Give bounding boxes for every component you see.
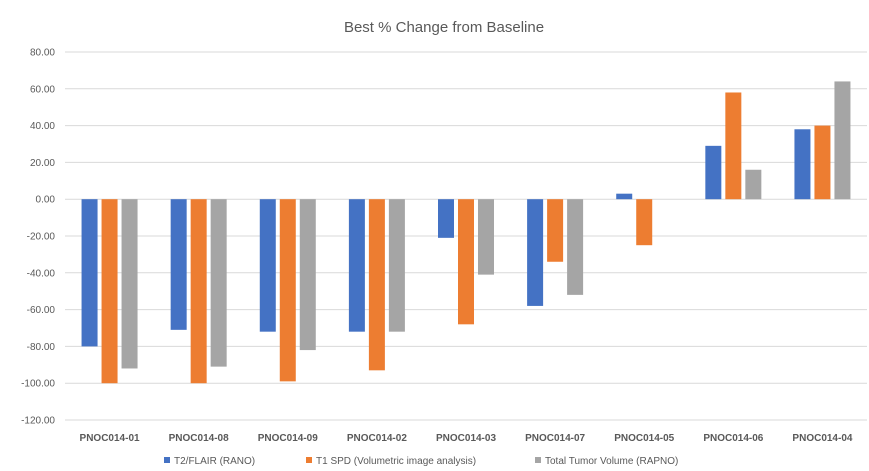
bar xyxy=(279,199,296,382)
y-tick-label: -120.00 xyxy=(21,416,55,427)
y-tick-label: 0.00 xyxy=(36,195,56,206)
bar xyxy=(299,199,316,351)
bar xyxy=(616,193,633,200)
legend: T2/FLAIR (RANO) T1 SPD (Volumetric image … xyxy=(164,456,678,467)
bar xyxy=(170,199,187,330)
x-tick-label: PNOC014-04 xyxy=(792,433,852,444)
legend-swatch xyxy=(535,457,541,463)
bar xyxy=(368,199,385,371)
bar xyxy=(348,199,365,332)
bar xyxy=(190,199,207,384)
x-tick-label: PNOC014-05 xyxy=(614,433,674,444)
bar xyxy=(458,199,474,325)
bars xyxy=(81,81,851,384)
bar xyxy=(438,199,454,238)
bar xyxy=(388,199,405,332)
x-axis-tick-labels: PNOC014-01 PNOC014-08 PNOC014-09 PNOC014-02… xyxy=(80,433,853,444)
bar xyxy=(834,81,851,200)
y-axis-tick-labels: 80.00 60.00 40.00 20.00 0.00 -20.00 -40.00 -60.… xyxy=(21,48,55,427)
bar xyxy=(527,199,544,306)
bar xyxy=(745,169,762,200)
bar xyxy=(101,199,118,384)
bar xyxy=(259,199,276,332)
y-tick-label: -40.00 xyxy=(27,268,56,279)
x-tick-label: PNOC014-07 xyxy=(525,433,585,444)
legend-label: T1 SPD (Volumetric image analysis) xyxy=(316,456,476,467)
bar xyxy=(814,125,831,200)
bar xyxy=(547,199,564,262)
bar xyxy=(121,199,138,369)
y-tick-label: 40.00 xyxy=(30,121,55,132)
x-tick-label: PNOC014-02 xyxy=(347,433,407,444)
bar xyxy=(636,199,653,246)
bar xyxy=(794,129,811,200)
y-tick-label: 60.00 xyxy=(30,84,55,95)
legend-swatch xyxy=(164,457,170,463)
chart-title: Best % Change from Baseline xyxy=(344,19,544,36)
y-tick-label: 20.00 xyxy=(30,158,55,169)
y-tick-label: -20.00 xyxy=(27,232,56,243)
bar xyxy=(567,199,584,295)
bar xyxy=(478,199,494,275)
y-tick-label: -100.00 xyxy=(21,379,55,390)
x-tick-label: PNOC014-01 xyxy=(80,433,140,444)
x-tick-label: PNOC014-06 xyxy=(703,433,763,444)
y-tick-label: -80.00 xyxy=(27,342,56,353)
x-tick-label: PNOC014-03 xyxy=(436,433,496,444)
bar xyxy=(705,145,722,200)
bar xyxy=(81,199,98,347)
legend-swatch xyxy=(306,457,312,463)
legend-label: T2/FLAIR (RANO) xyxy=(174,456,255,467)
bar xyxy=(725,92,742,200)
bar xyxy=(210,199,227,367)
x-tick-label: PNOC014-08 xyxy=(169,433,229,444)
x-tick-label: PNOC014-09 xyxy=(258,433,318,444)
legend-label: Total Tumor Volume (RAPNO) xyxy=(545,456,678,467)
y-tick-label: 80.00 xyxy=(30,48,55,59)
y-tick-label: -60.00 xyxy=(27,305,56,316)
